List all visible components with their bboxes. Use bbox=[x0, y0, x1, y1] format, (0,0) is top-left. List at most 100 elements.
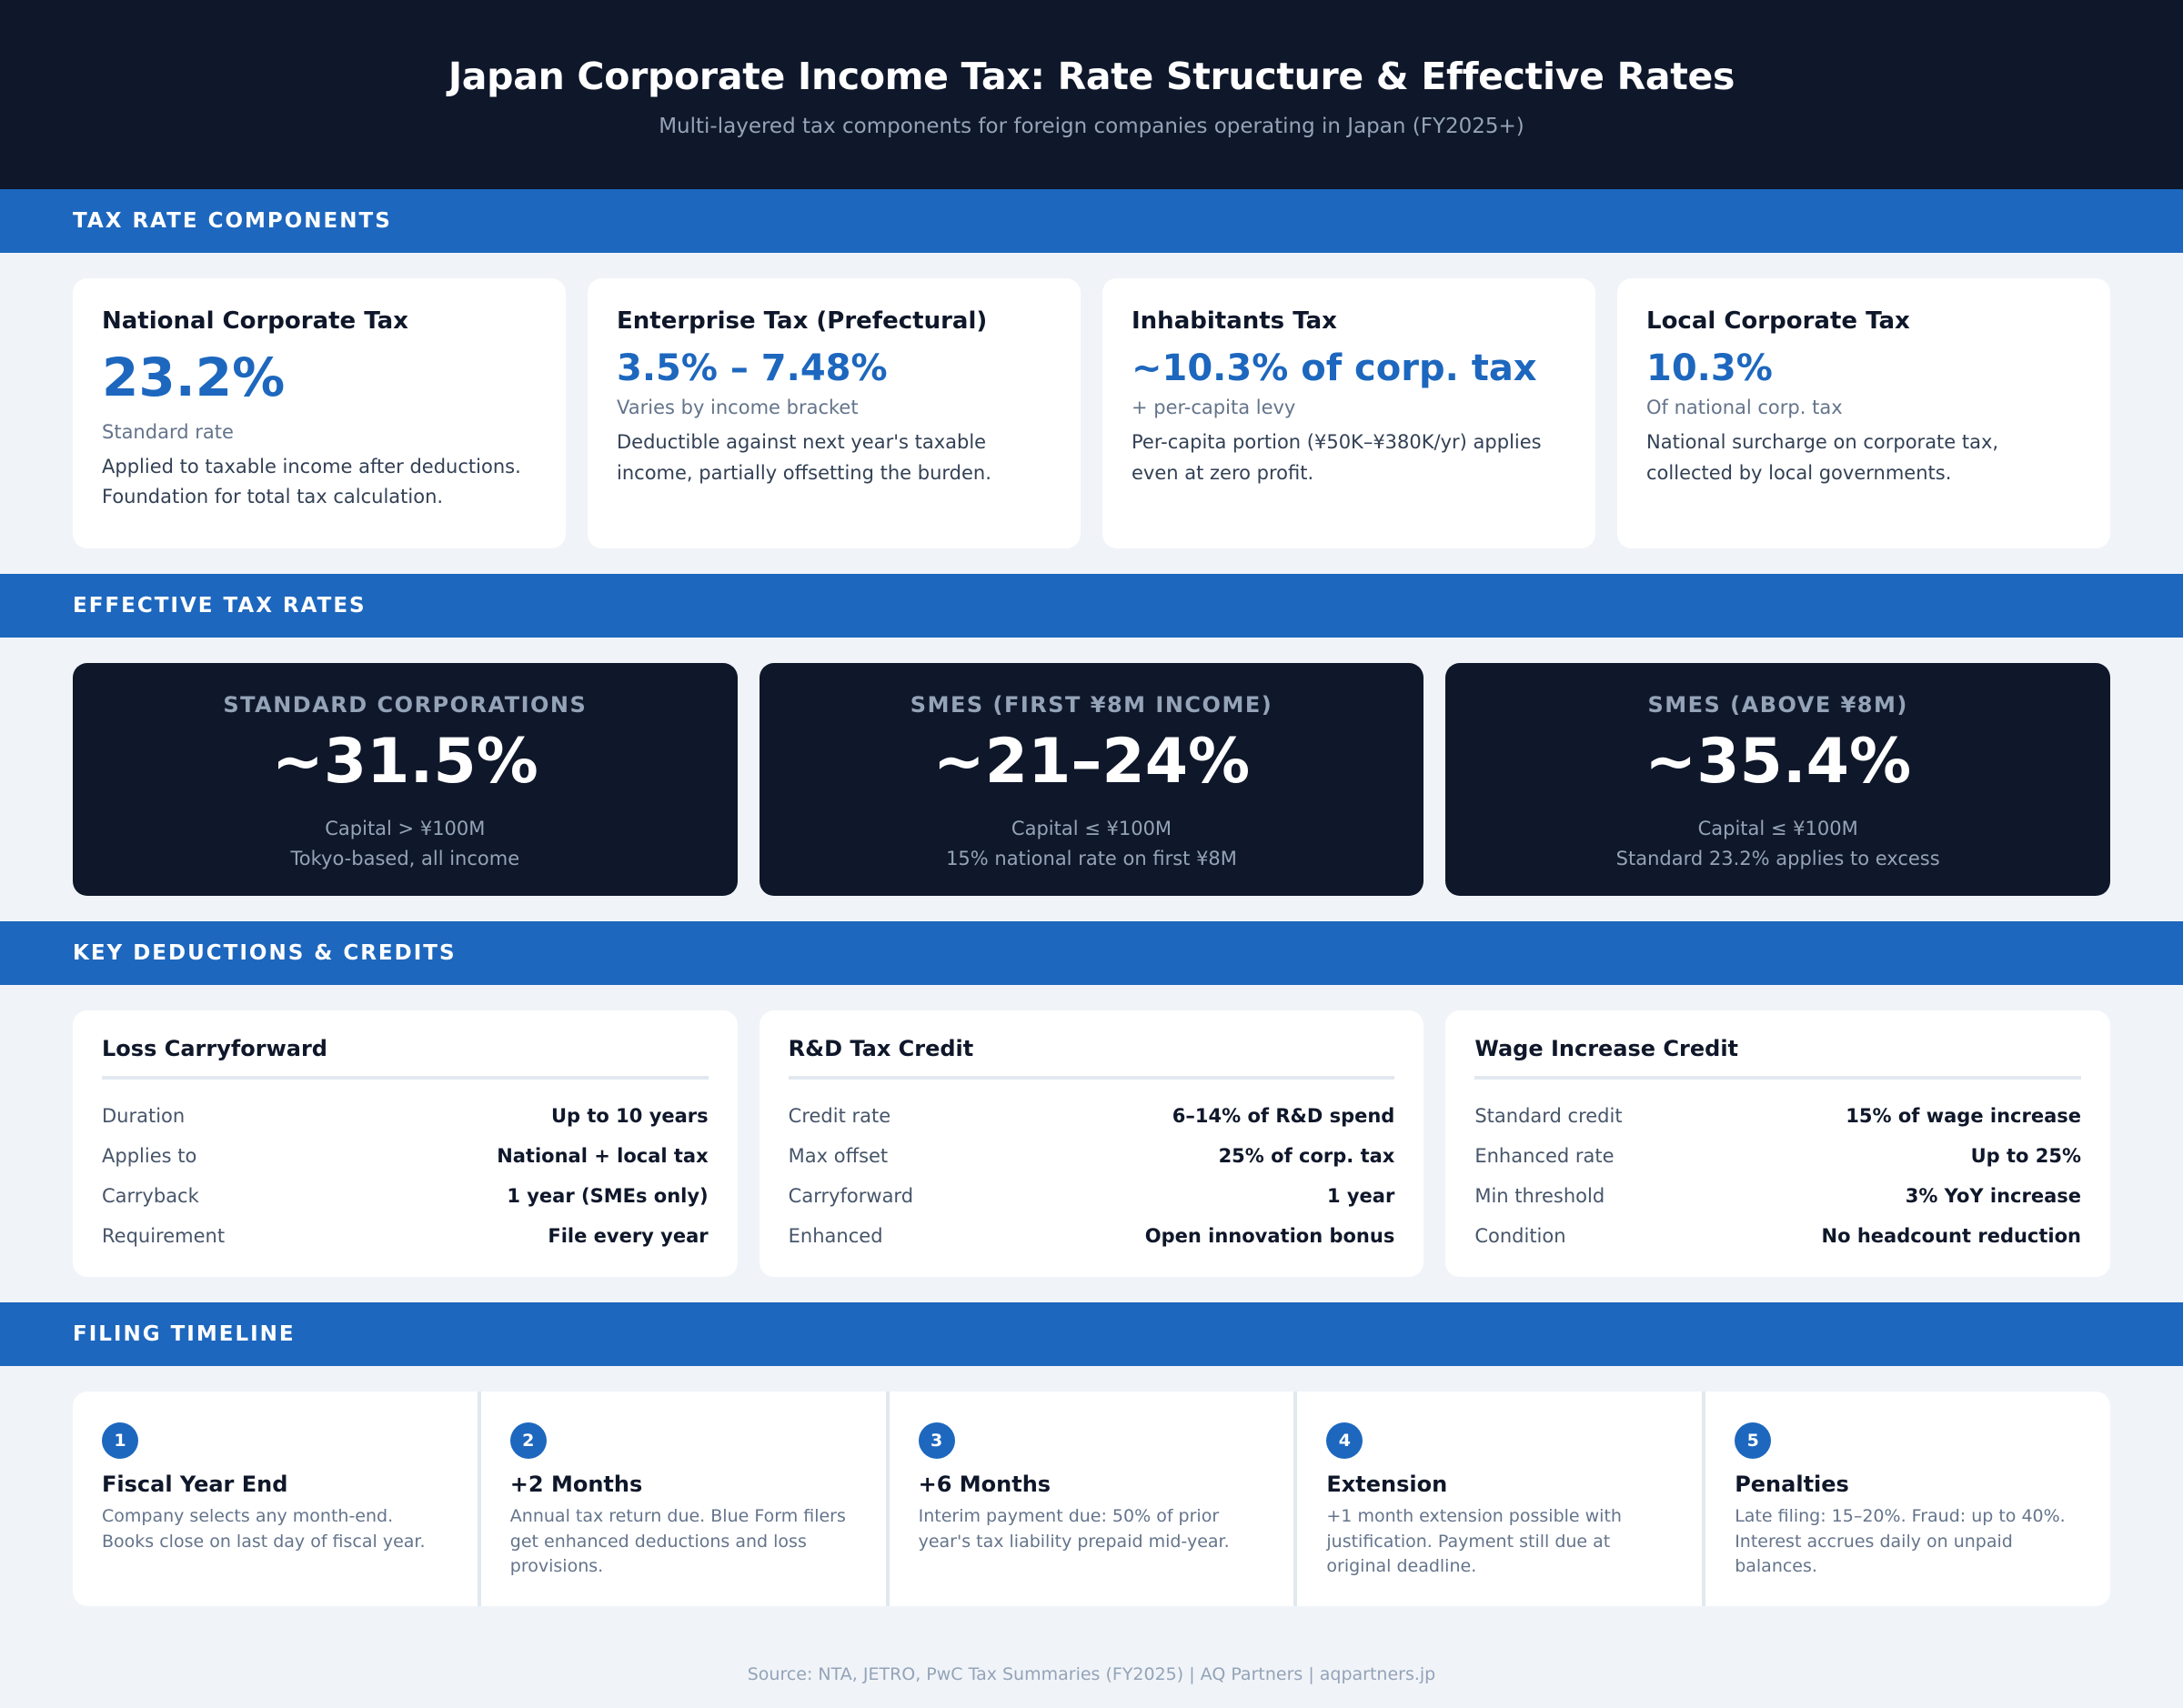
effective-label: SMES (ABOVE ¥8M) bbox=[1647, 692, 1908, 718]
effective-label: STANDARD CORPORATIONS bbox=[223, 692, 588, 718]
deduction-value: File every year bbox=[548, 1225, 709, 1247]
deduction-key: Max offset bbox=[788, 1145, 889, 1167]
effective-card-sme-above: SMES (ABOVE ¥8M) ~35.4% Capital ≤ ¥100M … bbox=[1445, 663, 2110, 896]
section-title: KEY DEDUCTIONS & CREDITS bbox=[73, 941, 457, 965]
deduction-card-loss-carryforward: Loss Carryforward Duration Up to 10 year… bbox=[73, 1010, 738, 1277]
section-header-deductions: KEY DEDUCTIONS & CREDITS bbox=[0, 921, 2183, 985]
timeline-section: 1 Fiscal Year End Company selects any mo… bbox=[0, 1366, 2183, 1632]
deduction-value: National + local tax bbox=[497, 1145, 709, 1167]
section-header-components: TAX RATE COMPONENTS bbox=[0, 189, 2183, 253]
component-desc: Deductible against next year's taxable i… bbox=[617, 431, 991, 484]
timeline-step: 3 +6 Months Interim payment due: 50% of … bbox=[889, 1392, 1294, 1606]
component-title: Enterprise Tax (Prefectural) bbox=[617, 307, 988, 335]
timeline-step: 4 Extension +1 month extension possible … bbox=[1297, 1392, 1703, 1606]
deduction-value: Open innovation bonus bbox=[1144, 1225, 1395, 1247]
deduction-title: Wage Increase Credit bbox=[1474, 1036, 2081, 1080]
deduction-card-rd-credit: R&D Tax Credit Credit rate 6–14% of R&D … bbox=[759, 1010, 1424, 1277]
component-desc: Per-capita portion (¥50K–¥380K/yr) appli… bbox=[1132, 431, 1542, 484]
step-title: Extension bbox=[1326, 1472, 1448, 1497]
components-section: National Corporate Tax 23.2% Standard ra… bbox=[0, 253, 2183, 574]
step-desc: +1 month extension possible with justifi… bbox=[1326, 1506, 1622, 1577]
component-note: + per-capita levy bbox=[1132, 397, 1296, 418]
component-note: Varies by income bracket bbox=[617, 397, 859, 418]
component-card-inhabitants: Inhabitants Tax ~10.3% of corp. tax + pe… bbox=[1102, 278, 1595, 548]
component-title: National Corporate Tax bbox=[102, 307, 408, 335]
deduction-row: Requirement File every year bbox=[102, 1216, 709, 1256]
deduction-value: No headcount reduction bbox=[1821, 1225, 2081, 1247]
component-note: Of national corp. tax bbox=[1646, 397, 1843, 418]
effective-value: ~21–24% bbox=[932, 726, 1251, 798]
deduction-key: Carryforward bbox=[788, 1185, 914, 1207]
deduction-value: 25% of corp. tax bbox=[1218, 1145, 1395, 1167]
deduction-value: 1 year (SMEs only) bbox=[507, 1185, 709, 1207]
deductions-grid: Loss Carryforward Duration Up to 10 year… bbox=[73, 1010, 2110, 1277]
deduction-title: R&D Tax Credit bbox=[788, 1036, 1395, 1080]
deduction-row: Duration Up to 10 years bbox=[102, 1096, 709, 1136]
effective-line: Standard 23.2% applies to excess bbox=[1615, 847, 1940, 869]
step-desc: Interim payment due: 50% of prior year's… bbox=[918, 1506, 1230, 1552]
deduction-row: Min threshold 3% YoY increase bbox=[1474, 1176, 2081, 1216]
deduction-key: Duration bbox=[102, 1105, 186, 1127]
deduction-row: Max offset 25% of corp. tax bbox=[789, 1136, 1395, 1176]
section-title: TAX RATE COMPONENTS bbox=[73, 209, 392, 233]
effective-grid: STANDARD CORPORATIONS ~31.5% Capital > ¥… bbox=[73, 663, 2110, 896]
component-rate: 23.2% bbox=[102, 347, 286, 408]
deduction-key: Condition bbox=[1474, 1225, 1566, 1247]
page-title: Japan Corporate Income Tax: Rate Structu… bbox=[448, 55, 1735, 98]
effective-line: 15% national rate on first ¥8M bbox=[946, 847, 1237, 869]
step-number-badge: 1 bbox=[102, 1422, 138, 1459]
step-number-badge: 3 bbox=[918, 1422, 955, 1459]
effective-line: Capital > ¥100M bbox=[325, 818, 486, 840]
effective-label: SMES (FIRST ¥8M INCOME) bbox=[910, 692, 1273, 718]
section-title: EFFECTIVE TAX RATES bbox=[73, 594, 367, 618]
deduction-key: Standard credit bbox=[1474, 1105, 1623, 1127]
deduction-key: Min threshold bbox=[1474, 1185, 1605, 1207]
component-desc: Applied to taxable income after deductio… bbox=[102, 455, 521, 508]
deduction-row: Carryback 1 year (SMEs only) bbox=[102, 1176, 709, 1216]
component-title: Inhabitants Tax bbox=[1132, 307, 1337, 335]
deduction-row: Standard credit 15% of wage increase bbox=[1474, 1096, 2081, 1136]
section-header-timeline: FILING TIMELINE bbox=[0, 1302, 2183, 1366]
deduction-value: Up to 10 years bbox=[550, 1105, 709, 1127]
step-title: Fiscal Year End bbox=[102, 1472, 288, 1497]
deduction-value: 1 year bbox=[1326, 1185, 1395, 1207]
step-title: Penalties bbox=[1735, 1472, 1849, 1497]
effective-line: Tokyo-based, all income bbox=[290, 847, 520, 869]
deduction-row: Enhanced Open innovation bonus bbox=[789, 1216, 1395, 1256]
component-rate: 3.5% – 7.48% bbox=[617, 347, 888, 389]
deduction-key: Enhanced bbox=[788, 1225, 883, 1247]
deduction-value: 6–14% of R&D spend bbox=[1172, 1105, 1395, 1127]
deduction-title: Loss Carryforward bbox=[102, 1036, 709, 1080]
deduction-value: 15% of wage increase bbox=[1846, 1105, 2081, 1127]
deduction-key: Enhanced rate bbox=[1474, 1145, 1615, 1167]
component-desc: National surcharge on corporate tax, col… bbox=[1646, 431, 1999, 484]
deduction-key: Requirement bbox=[102, 1225, 226, 1247]
step-title: +2 Months bbox=[509, 1472, 643, 1497]
deduction-row: Carryforward 1 year bbox=[789, 1176, 1395, 1216]
component-card-local: Local Corporate Tax 10.3% Of national co… bbox=[1617, 278, 2110, 548]
deduction-row: Enhanced rate Up to 25% bbox=[1474, 1136, 2081, 1176]
effective-value: ~31.5% bbox=[271, 726, 538, 798]
effective-line: Capital ≤ ¥100M bbox=[1011, 818, 1172, 840]
deduction-row: Applies to National + local tax bbox=[102, 1136, 709, 1176]
deduction-card-wage-credit: Wage Increase Credit Standard credit 15%… bbox=[1445, 1010, 2110, 1277]
page-header: Japan Corporate Income Tax: Rate Structu… bbox=[0, 0, 2183, 189]
deduction-row: Condition No headcount reduction bbox=[1474, 1216, 2081, 1256]
deduction-row: Credit rate 6–14% of R&D spend bbox=[789, 1096, 1395, 1136]
page-subtitle: Multi-layered tax components for foreign… bbox=[659, 115, 1524, 138]
deduction-key: Credit rate bbox=[788, 1105, 891, 1127]
deduction-key: Applies to bbox=[102, 1145, 197, 1167]
step-desc: Annual tax return due. Blue Form filers … bbox=[509, 1506, 846, 1577]
components-grid: National Corporate Tax 23.2% Standard ra… bbox=[73, 278, 2110, 548]
step-number-badge: 5 bbox=[1735, 1422, 1772, 1459]
component-rate: 10.3% bbox=[1646, 347, 1773, 389]
step-number-badge: 4 bbox=[1326, 1422, 1363, 1459]
component-title: Local Corporate Tax bbox=[1646, 307, 1910, 335]
timeline-strip: 1 Fiscal Year End Company selects any mo… bbox=[73, 1392, 2110, 1606]
timeline-step: 5 Penalties Late filing: 15–20%. Fraud: … bbox=[1705, 1392, 2110, 1606]
section-title: FILING TIMELINE bbox=[73, 1322, 296, 1346]
timeline-step: 1 Fiscal Year End Company selects any mo… bbox=[73, 1392, 478, 1606]
step-desc: Late filing: 15–20%. Fraud: up to 40%. I… bbox=[1735, 1506, 2066, 1577]
timeline-step: 2 +2 Months Annual tax return due. Blue … bbox=[480, 1392, 886, 1606]
